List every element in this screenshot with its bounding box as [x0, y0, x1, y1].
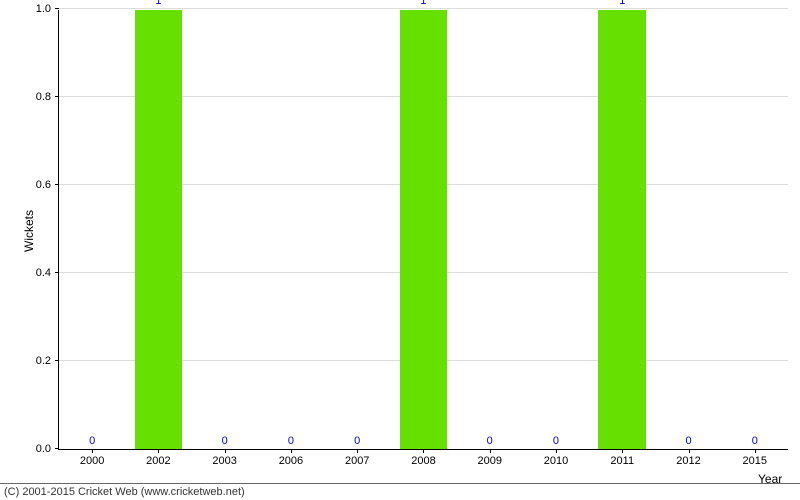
bar-value-label: 0	[258, 435, 324, 447]
y-tick-label: 0.0	[36, 443, 59, 455]
y-tick-label: 0.6	[36, 179, 59, 191]
bar-value-label: 1	[589, 0, 655, 7]
y-axis-label: Wickets	[22, 210, 36, 252]
bar-group: 0200012002020030200602007120080200902010…	[59, 10, 788, 449]
x-tick-mark	[490, 449, 491, 453]
bar-value-label: 0	[523, 435, 589, 447]
x-tick-mark	[423, 449, 424, 453]
bar-slot: 02009	[457, 10, 523, 449]
x-tick-label: 2012	[655, 455, 721, 467]
bar-slot: 12002	[125, 10, 191, 449]
bar-value-label: 0	[457, 435, 523, 447]
x-tick-mark	[357, 449, 358, 453]
x-tick-label: 2009	[457, 455, 523, 467]
x-tick-mark	[92, 449, 93, 453]
plot-area: 0.00.20.40.60.81.0 020001200202003020060…	[58, 10, 788, 450]
bar-slot: 02000	[59, 10, 125, 449]
bar-value-label: 0	[324, 435, 390, 447]
x-tick-label: 2008	[390, 455, 456, 467]
bar-slot: 12011	[589, 10, 655, 449]
x-tick-label: 2006	[258, 455, 324, 467]
x-tick-label: 2002	[125, 455, 191, 467]
x-tick-mark	[225, 449, 226, 453]
x-tick-label: 2010	[523, 455, 589, 467]
y-tick-label: 0.8	[36, 91, 59, 103]
bar	[400, 10, 448, 449]
bar-value-label: 1	[125, 0, 191, 7]
x-tick-label: 2003	[192, 455, 258, 467]
bar-value-label: 0	[59, 435, 125, 447]
y-tick-label: 1.0	[36, 3, 59, 15]
x-tick-mark	[689, 449, 690, 453]
bar	[598, 10, 646, 449]
bar-slot: 02007	[324, 10, 390, 449]
x-tick-label: 2015	[722, 455, 788, 467]
x-tick-mark	[755, 449, 756, 453]
bar-value-label: 0	[722, 435, 788, 447]
bar-value-label: 1	[390, 0, 456, 7]
bar-slot: 02012	[655, 10, 721, 449]
gridline	[59, 8, 788, 9]
bar-slot: 12008	[390, 10, 456, 449]
x-tick-mark	[622, 449, 623, 453]
x-tick-label: 2007	[324, 455, 390, 467]
bar-slot: 02006	[258, 10, 324, 449]
bar-value-label: 0	[192, 435, 258, 447]
x-tick-mark	[158, 449, 159, 453]
x-tick-label: 2000	[59, 455, 125, 467]
bar-value-label: 0	[655, 435, 721, 447]
bar-slot: 02015	[722, 10, 788, 449]
bar-slot: 02010	[523, 10, 589, 449]
copyright-credit: (C) 2001-2015 Cricket Web (www.cricketwe…	[0, 483, 800, 500]
y-tick-label: 0.4	[36, 267, 59, 279]
bar-slot: 02003	[192, 10, 258, 449]
y-tick-mark	[55, 8, 59, 9]
chart-container: 0.00.20.40.60.81.0 020001200202003020060…	[0, 0, 800, 500]
x-tick-mark	[291, 449, 292, 453]
x-tick-label: 2011	[589, 455, 655, 467]
bar	[135, 10, 183, 449]
x-tick-mark	[556, 449, 557, 453]
y-tick-label: 0.2	[36, 355, 59, 367]
